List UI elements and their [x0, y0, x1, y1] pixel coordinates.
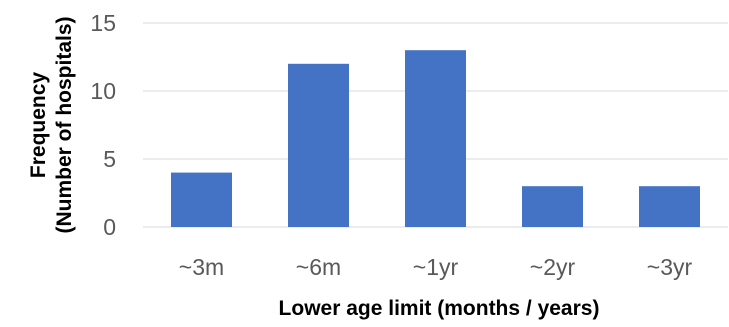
y-axis-title-line-2: (Number of hospitals) [53, 16, 76, 233]
y-tick-labels: 0 5 10 15 [90, 10, 116, 240]
x-tick-labels: ~3m ~6m ~1yr ~2yr ~3yr [179, 254, 693, 280]
x-tick-label: ~6m [296, 254, 341, 280]
x-axis-title: Lower age limit (months / years) [279, 297, 600, 320]
bar-6m [288, 63, 349, 227]
x-tick-label: ~2yr [530, 254, 576, 280]
bar-3m [171, 172, 232, 227]
y-axis-title-line-1: Frequency [27, 72, 50, 179]
x-tick-label: ~1yr [413, 254, 459, 280]
x-tick-label: ~3m [179, 254, 224, 280]
y-tick-label: 10 [90, 78, 116, 104]
bar-2yr [522, 186, 583, 227]
bar-3yr [639, 186, 700, 227]
bar-1yr [405, 50, 466, 228]
bars [171, 50, 700, 228]
y-tick-label: 15 [90, 10, 116, 36]
x-tick-label: ~3yr [647, 254, 693, 280]
y-tick-label: 0 [103, 214, 116, 240]
y-tick-label: 5 [103, 146, 116, 172]
